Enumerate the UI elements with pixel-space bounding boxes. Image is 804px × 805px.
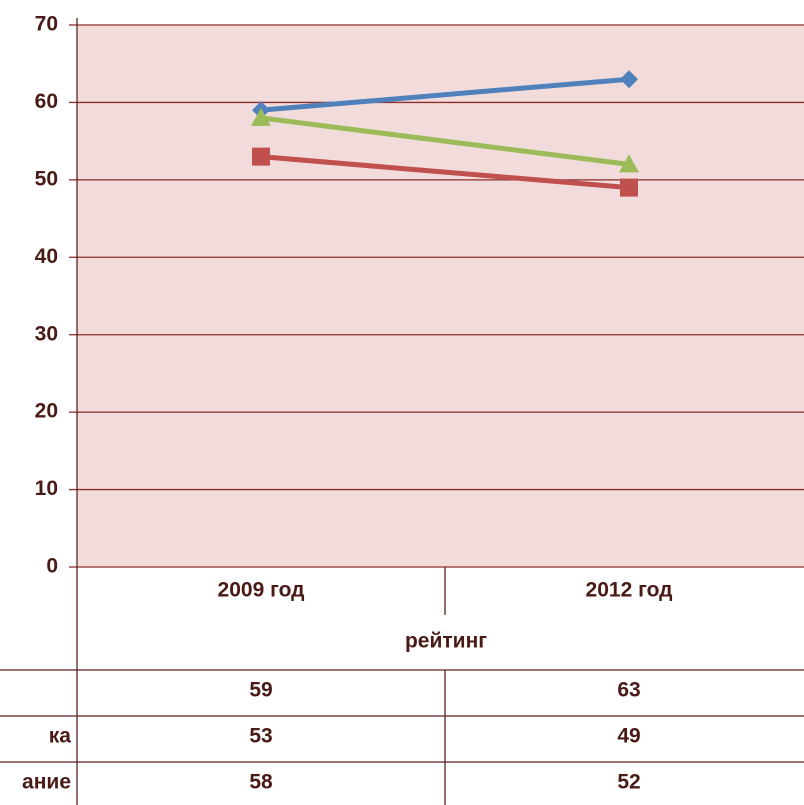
y-tick-label: 30	[35, 322, 58, 345]
marker	[252, 147, 270, 166]
y-tick-label: 50	[35, 167, 58, 190]
table-cell: 49	[617, 725, 640, 748]
table-row-label: ание	[22, 771, 71, 794]
x-axis-title: рейтинг	[405, 630, 487, 653]
table-cell: 58	[249, 771, 273, 794]
table-cell: 63	[617, 679, 640, 702]
marker	[251, 107, 271, 126]
y-tick-label: 10	[35, 477, 58, 500]
y-tick-label: 20	[35, 400, 58, 423]
y-tick-label: 60	[35, 90, 58, 113]
series-line	[260, 76, 630, 113]
marker	[620, 70, 638, 89]
table-cell: 52	[617, 771, 640, 794]
x-tick-label: 2009 год	[218, 579, 305, 602]
table-row-label: ка	[49, 725, 72, 748]
marker	[619, 154, 639, 173]
y-tick-label: 70	[35, 13, 58, 36]
series-line	[260, 154, 630, 191]
marker	[620, 178, 638, 197]
plot-area	[77, 25, 804, 567]
table-cell: 53	[249, 725, 272, 748]
x-tick-label: 2012 год	[586, 579, 673, 602]
table-cell: 59	[249, 679, 272, 702]
y-tick-label: 0	[46, 555, 58, 578]
y-tick-label: 40	[35, 245, 58, 268]
series-line	[260, 115, 630, 167]
